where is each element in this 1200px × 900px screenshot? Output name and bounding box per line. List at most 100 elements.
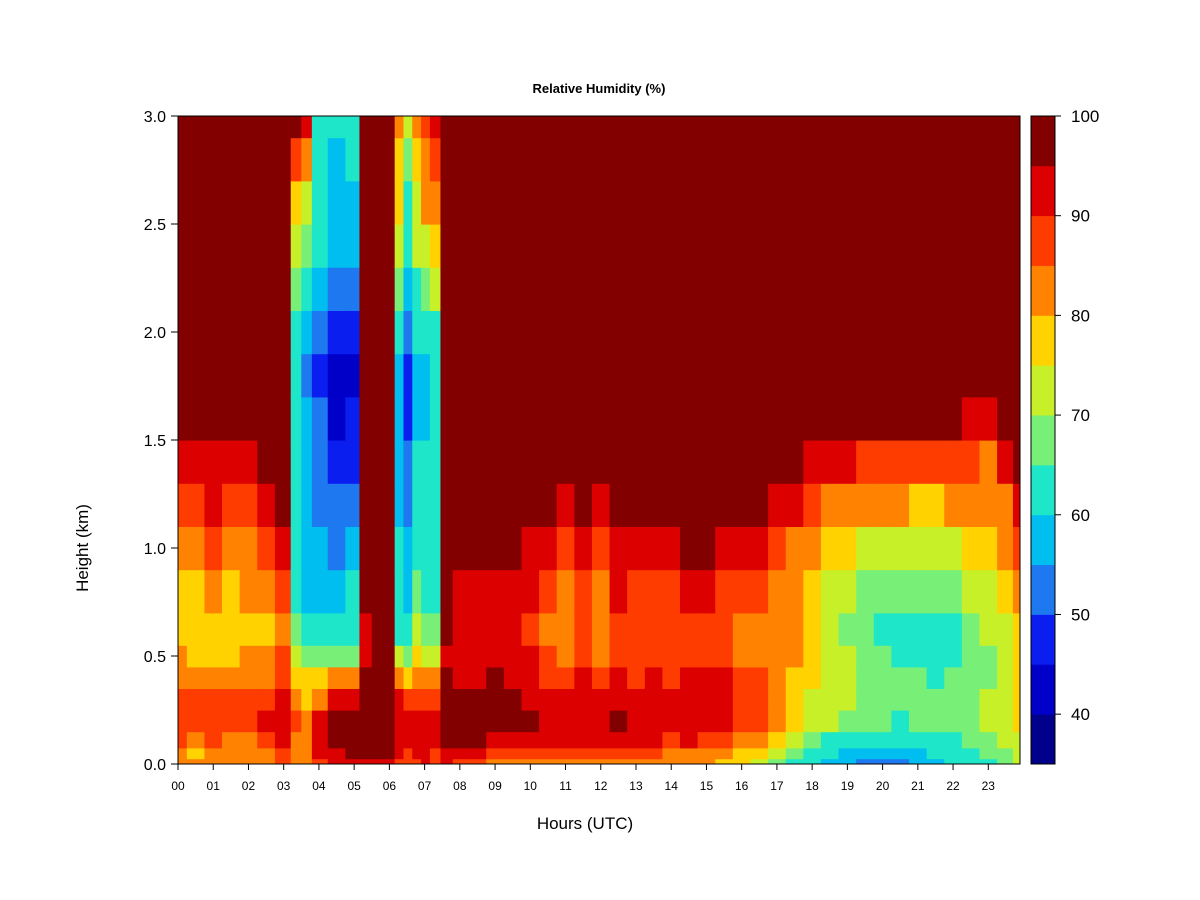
heatmap-cell (961, 267, 981, 311)
heatmap-cell (909, 440, 928, 484)
heatmap-cell (394, 710, 405, 733)
heatmap-cell (715, 710, 734, 733)
heatmap-cell (591, 396, 611, 441)
heatmap-cell (785, 666, 804, 689)
heatmap-cell (539, 612, 558, 646)
heatmap-cell (838, 526, 857, 571)
heatmap-cell (768, 116, 787, 139)
heatmap-cell (421, 440, 431, 484)
heatmap-cell (768, 731, 787, 749)
heatmap-cell (873, 396, 893, 441)
heatmap-cell (697, 747, 716, 760)
heatmap-cell (961, 483, 981, 527)
heatmap-cell (178, 116, 188, 139)
heatmap-cell (371, 758, 385, 764)
heatmap-cell (627, 569, 646, 614)
heatmap-cell (394, 440, 405, 484)
heatmap-cell (803, 353, 822, 398)
heatmap-cell (384, 396, 396, 441)
heatmap-cell (311, 710, 329, 733)
heatmap-cell (412, 747, 422, 760)
heatmap-cell (440, 353, 454, 398)
colorbar-swatch (1031, 464, 1055, 516)
heatmap-cell (591, 224, 611, 268)
x-tick-label: 17 (770, 779, 784, 793)
heatmap-cell (979, 180, 998, 225)
heatmap-cell (909, 267, 928, 311)
heatmap-cell (680, 440, 699, 484)
heatmap-cell (468, 396, 487, 441)
heatmap-cell (591, 267, 611, 311)
heatmap-cell (644, 758, 664, 764)
heatmap-cell (429, 483, 442, 527)
heatmap-cell (384, 180, 396, 225)
heatmap-cell (222, 180, 241, 225)
heatmap-cell (345, 116, 361, 139)
heatmap-cell (820, 758, 840, 764)
heatmap-cell (644, 526, 664, 571)
heatmap-cell (662, 137, 681, 182)
heatmap-cell (944, 440, 963, 484)
heatmap-cell (222, 224, 241, 268)
heatmap-cell (429, 116, 442, 139)
heatmap-cell (290, 710, 302, 733)
heatmap-cell (521, 758, 540, 764)
heatmap-cell (394, 569, 405, 614)
heatmap-cell (944, 758, 963, 764)
heatmap-cell (697, 612, 716, 646)
heatmap-cell (662, 267, 681, 311)
heatmap-cell (384, 569, 396, 614)
heatmap-cell (204, 353, 223, 398)
heatmap-cell (239, 483, 258, 527)
heatmap-cell (750, 758, 769, 764)
heatmap-cell (503, 747, 523, 760)
heatmap-cell (384, 353, 396, 398)
heatmap-cell (257, 310, 276, 355)
heatmap-cell (186, 180, 206, 225)
heatmap-cell (891, 310, 910, 355)
heatmap-cell (803, 666, 822, 689)
heatmap-cell (591, 666, 611, 689)
heatmap-cell (961, 396, 981, 441)
heatmap-cell (403, 396, 413, 441)
heatmap-cell (715, 747, 734, 760)
heatmap-cell (591, 137, 611, 182)
heatmap-cell (856, 526, 875, 571)
heatmap-cell (429, 688, 442, 711)
heatmap-cell (627, 116, 646, 139)
heatmap-cell (680, 116, 699, 139)
heatmap-cell (732, 310, 752, 355)
heatmap-cell (979, 483, 998, 527)
heatmap-cell (997, 483, 1014, 527)
heatmap-cell (412, 688, 422, 711)
heatmap-cell (440, 612, 454, 646)
heatmap-cell (556, 612, 575, 646)
heatmap-cell (204, 731, 223, 749)
heatmap-cell (1012, 137, 1020, 182)
heatmap-cell (574, 645, 593, 668)
heatmap-cell (697, 116, 716, 139)
heatmap-cell (750, 612, 769, 646)
heatmap-cell (627, 731, 646, 749)
heatmap-cell (403, 731, 413, 749)
heatmap-cell (856, 353, 875, 398)
heatmap-cell (468, 731, 487, 749)
heatmap-cell (468, 758, 487, 764)
heatmap-cell (421, 569, 431, 614)
heatmap-cell (345, 758, 361, 764)
heatmap-cell (909, 180, 928, 225)
heatmap-cell (926, 353, 945, 398)
heatmap-cell (239, 396, 258, 441)
heatmap-cell (421, 688, 431, 711)
heatmap-cell (785, 180, 804, 225)
heatmap-cell (803, 224, 822, 268)
heatmap-cell (403, 710, 413, 733)
heatmap-cell (452, 116, 470, 139)
heatmap-cell (856, 137, 875, 182)
heatmap-cell (301, 758, 313, 764)
heatmap-cell (204, 569, 223, 614)
colorbar: 40 50 60 70 80 90 100 (1030, 107, 1099, 765)
heatmap-cell (412, 758, 422, 764)
x-tick-label: 19 (841, 779, 855, 793)
heatmap-cell (926, 731, 945, 749)
